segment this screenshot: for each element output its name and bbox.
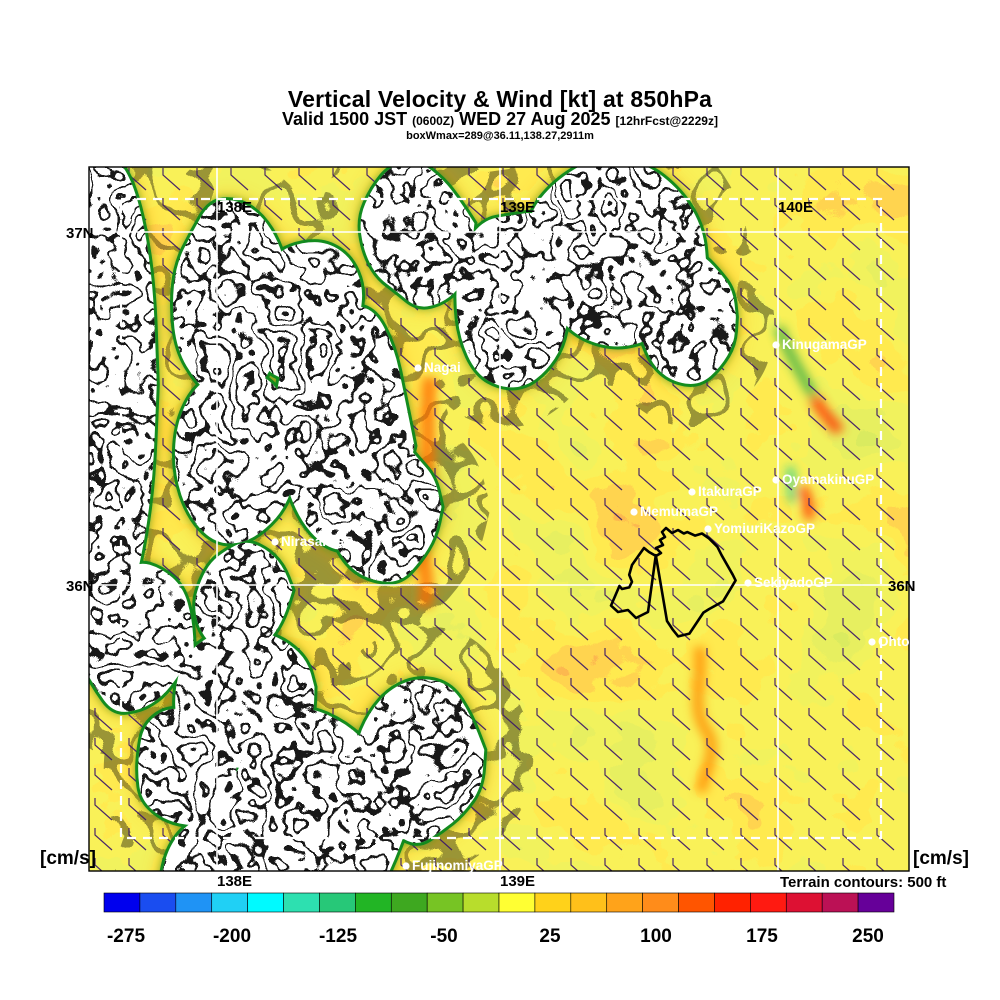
- svg-text:MemumaGP: MemumaGP: [640, 504, 718, 519]
- svg-text:-275: -275: [107, 926, 145, 947]
- svg-text:138E: 138E: [217, 873, 252, 890]
- svg-text:[cm/s]: [cm/s]: [913, 848, 969, 869]
- svg-text:[cm/s]: [cm/s]: [40, 848, 96, 869]
- svg-text:25: 25: [539, 926, 561, 947]
- svg-text:ItakuraGP: ItakuraGP: [698, 484, 762, 499]
- svg-text:Terrain contours: 500 ft: Terrain contours: 500 ft: [780, 874, 946, 891]
- svg-text:-125: -125: [319, 926, 357, 947]
- svg-text:-50: -50: [430, 926, 457, 947]
- svg-text:FujinomiyaGP: FujinomiyaGP: [412, 858, 503, 873]
- svg-text:100: 100: [640, 926, 672, 947]
- svg-text:139E: 139E: [500, 199, 535, 216]
- svg-text:OyamakinuGP: OyamakinuGP: [782, 472, 874, 487]
- svg-text:Nagai: Nagai: [424, 360, 461, 375]
- svg-text:SekiyadoGP: SekiyadoGP: [754, 575, 833, 590]
- svg-text:36N: 36N: [888, 578, 916, 595]
- svg-text:KinugamaGP: KinugamaGP: [782, 337, 867, 352]
- svg-text:138E: 138E: [217, 199, 252, 216]
- svg-text:Ohtone: Ohtone: [878, 634, 926, 649]
- svg-text:NirasakiGP: NirasakiGP: [281, 534, 353, 549]
- svg-text:YomiuriKazoGP: YomiuriKazoGP: [714, 521, 815, 536]
- svg-text:139E: 139E: [500, 873, 535, 890]
- svg-text:250: 250: [852, 926, 884, 947]
- svg-text:140E: 140E: [778, 199, 813, 216]
- svg-text:-200: -200: [213, 926, 251, 947]
- svg-text:36N: 36N: [66, 578, 94, 595]
- svg-text:175: 175: [746, 926, 778, 947]
- svg-text:37N: 37N: [66, 225, 94, 242]
